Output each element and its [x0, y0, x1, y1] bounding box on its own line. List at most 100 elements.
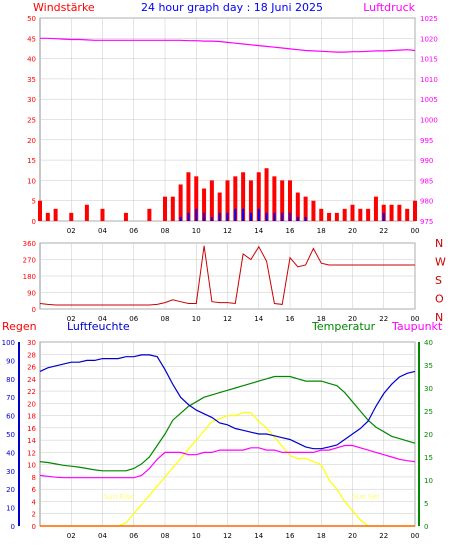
x-tick-label: 16	[286, 315, 295, 323]
x-tick-label: 18	[317, 315, 326, 323]
wind-bar	[217, 192, 222, 221]
temperature-line	[39, 375, 416, 472]
wind-bar	[256, 172, 261, 221]
sunset-label: Sun Set	[352, 493, 379, 501]
x-tick-label: 16	[286, 227, 295, 235]
wind-bar	[233, 176, 238, 221]
wind-y-tick: 5	[32, 198, 36, 206]
temperature-y-tick: 30	[424, 385, 433, 393]
direction-line	[39, 245, 415, 306]
climate-lines	[39, 354, 416, 527]
wind-y-tick: 15	[27, 157, 36, 165]
wind-y-tick: 50	[27, 15, 36, 23]
x-tick-label: 20	[348, 227, 357, 235]
x-tick-label: 14	[254, 315, 263, 323]
temperature-y-tick: 5	[424, 500, 428, 508]
x-tick-label: 00	[411, 532, 420, 540]
wind-bar	[311, 200, 316, 221]
chart-title: 24 hour graph day : 18 Juni 2025	[141, 1, 323, 14]
wind-bar	[123, 212, 128, 221]
wind-y-tick: 10	[27, 177, 36, 185]
air-pressure-label: Luftdruck	[363, 1, 415, 14]
temperature-y-tick: 0	[424, 523, 428, 531]
wind-bar	[178, 184, 183, 221]
x-tick-label: 22	[379, 532, 388, 540]
rain-y-tick: 0	[32, 523, 36, 531]
wind-bar	[163, 196, 167, 221]
x-tick-label: 12	[223, 227, 232, 235]
gust-bar	[257, 208, 260, 221]
wind-bar	[280, 180, 285, 221]
gust-bar	[218, 212, 221, 221]
wind-bar	[100, 208, 105, 221]
direction-grid	[40, 242, 416, 310]
rain-y-tick: 22	[27, 388, 36, 396]
wind-y-tick: 20	[27, 137, 36, 145]
wind-bar	[358, 208, 363, 221]
rain-label: Regen	[2, 320, 37, 333]
pressure-y-tick: 990	[420, 157, 433, 165]
wind-y-tick: 25	[27, 117, 36, 125]
wind-bar	[38, 200, 42, 221]
gust-bar	[289, 212, 291, 221]
humidity-y-tick: 80	[6, 376, 15, 384]
temperature-y-tick: 25	[424, 408, 433, 416]
rain-y-tick: 24	[27, 376, 36, 384]
rain-y-tick: 10	[27, 462, 36, 470]
pressure-y-tick: 1005	[420, 96, 438, 104]
gust-bar	[210, 216, 213, 221]
rain-y-tick: 4	[32, 498, 37, 506]
x-tick-label: 10	[192, 532, 201, 540]
wind-y-axis-ticks: 0 5 10 15 20 25 30 35 40 45 50	[27, 15, 36, 226]
x-tick-label: 02	[67, 315, 76, 323]
gust-bar	[234, 208, 237, 221]
humidity-y-tick: 100	[2, 339, 15, 347]
rain-y-tick: 2	[32, 511, 36, 519]
pressure-y-tick: 1010	[420, 76, 438, 84]
humidity-y-tick: 10	[6, 505, 15, 513]
wind-bar	[186, 172, 191, 221]
climate-x-axis-ticks: 02 04 06 08 10 12 14 16 18 20 22 00	[67, 532, 420, 540]
climate-grid	[40, 341, 416, 527]
x-tick-label: 02	[67, 227, 76, 235]
wind-bar	[295, 192, 300, 221]
pressure-y-axis-ticks: 975 980 985 990 995 1000 1005 1010 1015 1020 1025	[420, 15, 438, 226]
humidity-y-tick: 30	[6, 468, 15, 476]
wind-bar	[202, 188, 207, 221]
compass-label: W	[435, 256, 446, 269]
x-tick-label: 14	[254, 532, 263, 540]
direction-y-axis-ticks: 0 90 180 270 360	[23, 240, 36, 314]
pressure-y-tick: 975	[420, 218, 433, 226]
x-tick-label: 04	[98, 315, 107, 323]
x-tick-label: 04	[98, 227, 107, 235]
wind-bar	[272, 176, 277, 221]
temperature-y-tick: 10	[424, 477, 433, 485]
wind-bar	[342, 208, 347, 221]
gust-bar	[179, 216, 182, 221]
pressure-y-tick: 1025	[420, 15, 438, 23]
direction-x-axis-ticks: 02 04 06 08 10 12 14 16 18 20 22 00	[67, 315, 420, 323]
gust-bar	[273, 212, 276, 221]
rain-y-tick: 16	[27, 425, 36, 433]
x-tick-label: 10	[192, 315, 201, 323]
wind-y-tick: 0	[32, 218, 36, 226]
dewpoint-line	[39, 444, 416, 479]
rain-y-tick: 20	[27, 400, 36, 408]
humidity-y-tick: 50	[6, 431, 15, 439]
wind-bar	[288, 180, 292, 221]
pressure-y-tick: 1015	[420, 56, 438, 64]
x-tick-label: 22	[379, 315, 388, 323]
wind-bar	[366, 208, 371, 221]
compass-label: N	[435, 237, 443, 250]
temperature-y-tick: 15	[424, 454, 433, 462]
x-tick-label: 08	[161, 315, 170, 323]
wind-bar	[53, 208, 58, 221]
wind-x-axis-ticks: 02 04 06 08 10 12 14 16 18 20 22 00	[67, 227, 420, 235]
temperature-label: Temperatur	[311, 320, 376, 333]
wind-bar	[350, 204, 355, 221]
wind-bar	[373, 196, 378, 221]
x-tick-label: 00	[411, 315, 420, 323]
gust-bar	[226, 212, 229, 221]
